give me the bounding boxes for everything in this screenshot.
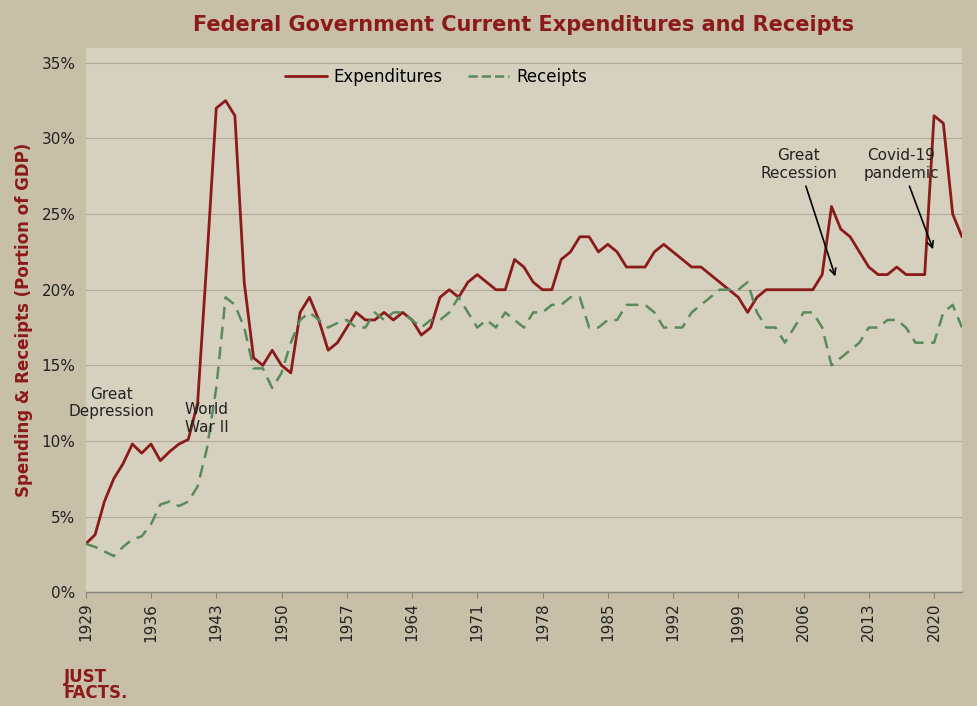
Expenditures [220, 97, 232, 105]
Receipts [686, 309, 698, 317]
Line: Expenditures: Expenditures [86, 101, 962, 544]
Receipts [956, 323, 968, 332]
Receipts [704, 293, 716, 301]
Expenditures [956, 232, 968, 241]
Receipts [107, 552, 119, 561]
Text: Covid-19
pandemic: Covid-19 pandemic [864, 148, 939, 248]
Line: Receipts: Receipts [86, 282, 962, 556]
Y-axis label: Spending & Receipts (Portion of GDP): Spending & Receipts (Portion of GDP) [15, 143, 33, 497]
Text: JUST
FACTS.: JUST FACTS. [64, 668, 128, 702]
Receipts [742, 278, 753, 287]
Expenditures [686, 263, 698, 271]
Text: Great
Depression: Great Depression [69, 387, 154, 419]
Expenditures [704, 270, 716, 279]
Receipts [733, 285, 744, 294]
Receipts [80, 539, 92, 548]
Legend: Expenditures, Receipts: Expenditures, Receipts [278, 61, 593, 92]
Text: World
War II: World War II [185, 402, 229, 434]
Receipts [126, 535, 138, 544]
Expenditures [248, 354, 260, 362]
Receipts [751, 309, 763, 317]
Expenditures [117, 460, 129, 468]
Expenditures [733, 293, 744, 301]
Title: Federal Government Current Expenditures and Receipts: Federal Government Current Expenditures … [193, 15, 855, 35]
Text: Great
Recession: Great Recession [760, 148, 837, 275]
Expenditures [742, 309, 753, 317]
Expenditures [80, 539, 92, 548]
Receipts [248, 364, 260, 373]
